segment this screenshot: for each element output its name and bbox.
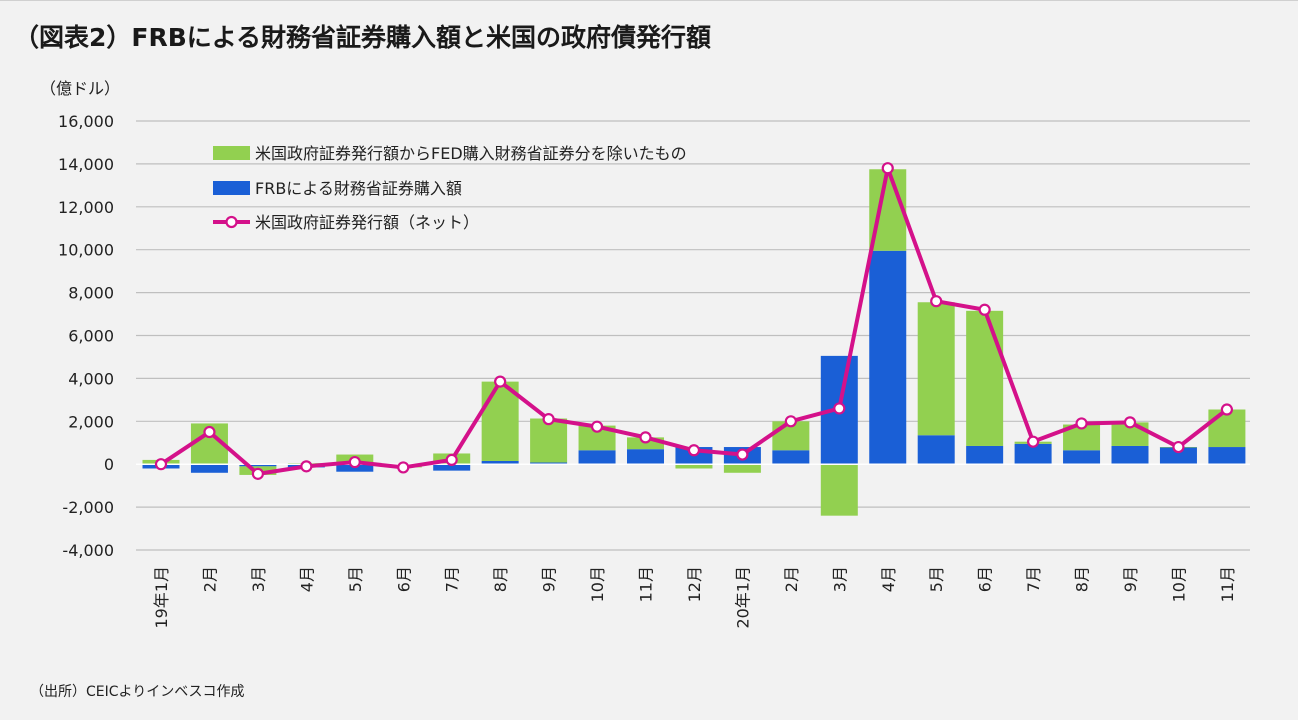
y-tick-label: 8,000 bbox=[68, 284, 114, 303]
bar-frb-purchases bbox=[627, 449, 664, 465]
line-point bbox=[1026, 435, 1040, 448]
chart-title: （図表2）FRBによる財務省証券購入額と米国の政府債発行額 bbox=[14, 23, 712, 52]
x-tick-label: 10月 bbox=[1169, 566, 1188, 602]
top-rule bbox=[0, 0, 1298, 1]
bar-frb-purchases bbox=[1014, 443, 1052, 465]
x-tick-label: 2月 bbox=[200, 566, 219, 592]
line-point bbox=[1220, 403, 1234, 416]
line-point bbox=[251, 467, 264, 480]
source-note: （出所）CEICよりインベスコ作成 bbox=[30, 684, 245, 700]
bar-issuance-ex-fed bbox=[966, 310, 1004, 446]
bar-frb-purchases bbox=[239, 464, 277, 467]
y-tick-label: -4,000 bbox=[62, 541, 114, 560]
legend-label: FRBによる財務省証券購入額 bbox=[255, 179, 462, 198]
line-point bbox=[833, 402, 846, 415]
x-tick-label: 7月 bbox=[1024, 566, 1043, 592]
line-point bbox=[203, 425, 216, 439]
legend-swatch bbox=[213, 181, 250, 195]
x-tick-label: 8月 bbox=[1073, 566, 1092, 592]
legend-layer: 米国政府証券発行額からFED購入財務省証券分を除いたもの FRBによる財務省証券購… bbox=[213, 144, 687, 232]
x-tick-label: 20年1月 bbox=[733, 566, 752, 629]
bar-frb-purchases bbox=[869, 250, 907, 465]
line-point bbox=[1172, 440, 1185, 454]
line-point bbox=[445, 453, 458, 467]
bar-issuance-ex-fed bbox=[530, 418, 568, 463]
bar-issuance-ex-fed bbox=[917, 302, 955, 436]
bar-issuance-ex-fed bbox=[820, 464, 858, 516]
bar-frb-purchases bbox=[190, 464, 228, 473]
line-point bbox=[930, 295, 943, 308]
x-tick-label: 10月 bbox=[588, 566, 607, 602]
x-tick-label: 3月 bbox=[830, 566, 849, 592]
line-point bbox=[978, 303, 991, 316]
legend-swatch bbox=[213, 146, 250, 160]
x-tick-label: 4月 bbox=[297, 566, 316, 592]
y-tick-label: 6,000 bbox=[68, 327, 114, 346]
tick-layer: 16,000 14,000 12,000 10,000 8,000 6,000 4,000 2… bbox=[58, 112, 1237, 629]
bar-issuance-ex-fed bbox=[1208, 409, 1246, 448]
grid-layer bbox=[136, 120, 1250, 551]
bar-frb-purchases bbox=[481, 460, 519, 465]
x-tick-label: 6月 bbox=[976, 566, 995, 592]
y-tick-label: 12,000 bbox=[58, 198, 114, 217]
line-point bbox=[1075, 417, 1088, 430]
x-tick-label: 11月 bbox=[637, 566, 656, 602]
line-point bbox=[590, 420, 604, 433]
bar-issuance-ex-fed bbox=[723, 464, 761, 473]
bar-frb-purchases bbox=[1208, 447, 1246, 465]
line-point bbox=[736, 448, 749, 461]
x-tick-label: 5月 bbox=[346, 566, 365, 592]
x-tick-label: 11月 bbox=[1218, 566, 1237, 602]
legend-label: 米国政府証券発行額からFED購入財務省証券分を除いたもの bbox=[255, 144, 687, 163]
x-tick-label: 9月 bbox=[540, 566, 559, 592]
line-point bbox=[542, 413, 555, 426]
x-tick-label: 3月 bbox=[249, 566, 268, 592]
line-point bbox=[300, 460, 313, 473]
bar-frb-purchases bbox=[917, 435, 955, 465]
line-point bbox=[687, 444, 701, 457]
x-tick-label: 4月 bbox=[879, 566, 898, 592]
bar-issuance-ex-fed bbox=[675, 464, 713, 469]
legend-swatch-marker bbox=[225, 215, 238, 229]
y-tick-label: 0 bbox=[104, 455, 114, 474]
line-point bbox=[154, 458, 168, 471]
line-point bbox=[348, 455, 361, 469]
bar-frb-purchases bbox=[1111, 445, 1149, 465]
bar-issuance-ex-fed bbox=[481, 381, 519, 461]
y-tick-label: 4,000 bbox=[68, 369, 114, 388]
y-tick-label: 2,000 bbox=[68, 412, 114, 431]
x-tick-label: 6月 bbox=[394, 566, 413, 592]
x-tick-label: 7月 bbox=[443, 566, 462, 592]
y-tick-label: 16,000 bbox=[58, 112, 114, 131]
x-tick-label: 8月 bbox=[491, 566, 510, 592]
bar-frb-purchases bbox=[433, 464, 471, 471]
bar-frb-purchases bbox=[772, 450, 810, 465]
y-tick-label: -2,000 bbox=[62, 498, 114, 517]
y-tick-label: 10,000 bbox=[58, 241, 114, 260]
bar-frb-purchases bbox=[578, 450, 616, 465]
x-tick-label: 5月 bbox=[927, 566, 946, 592]
line-point bbox=[881, 162, 894, 175]
bar-frb-purchases bbox=[530, 462, 568, 465]
line-point bbox=[784, 415, 797, 428]
y-unit-label: （億ドル） bbox=[40, 79, 120, 98]
line-point bbox=[397, 461, 410, 474]
line-point bbox=[1123, 416, 1137, 429]
bar-frb-purchases bbox=[966, 445, 1004, 465]
x-tick-label: 12月 bbox=[685, 566, 704, 602]
x-tick-label: 9月 bbox=[1121, 566, 1140, 592]
bar-frb-purchases bbox=[1159, 447, 1197, 465]
legend-label: 米国政府証券発行額（ネット） bbox=[255, 213, 479, 232]
line-point bbox=[639, 431, 652, 444]
line-point bbox=[494, 375, 507, 388]
bar-frb-purchases bbox=[1063, 450, 1101, 465]
x-tick-label: 19年1月 bbox=[152, 566, 171, 629]
x-tick-label: 2月 bbox=[782, 566, 801, 592]
y-tick-label: 14,000 bbox=[58, 155, 114, 174]
line-layer bbox=[154, 162, 1234, 480]
